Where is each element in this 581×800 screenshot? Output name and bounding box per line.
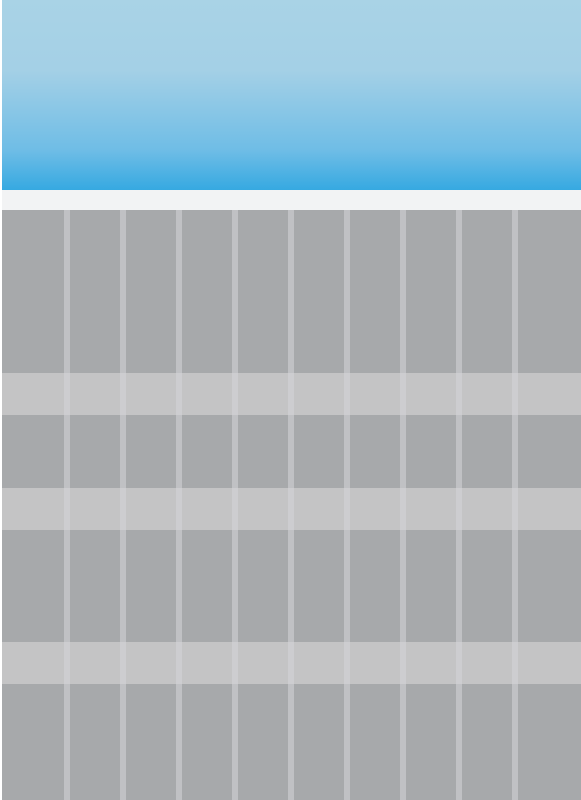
grid-column-gutter-3 — [176, 210, 182, 800]
grid-column-gutter-2 — [120, 210, 126, 800]
grid-column-gutter-7 — [400, 210, 406, 800]
grid-column-gutter-1 — [64, 210, 70, 800]
grid-column-gutter-6 — [344, 210, 350, 800]
header-sub-bar — [2, 190, 581, 210]
grid-column-gutter-4 — [232, 210, 238, 800]
layout-grid — [2, 210, 581, 800]
grid-column-gutter-9 — [512, 210, 518, 800]
grid-column-gutter-5 — [288, 210, 294, 800]
grid-column-gutter-8 — [456, 210, 462, 800]
header-gradient-band — [2, 0, 581, 190]
